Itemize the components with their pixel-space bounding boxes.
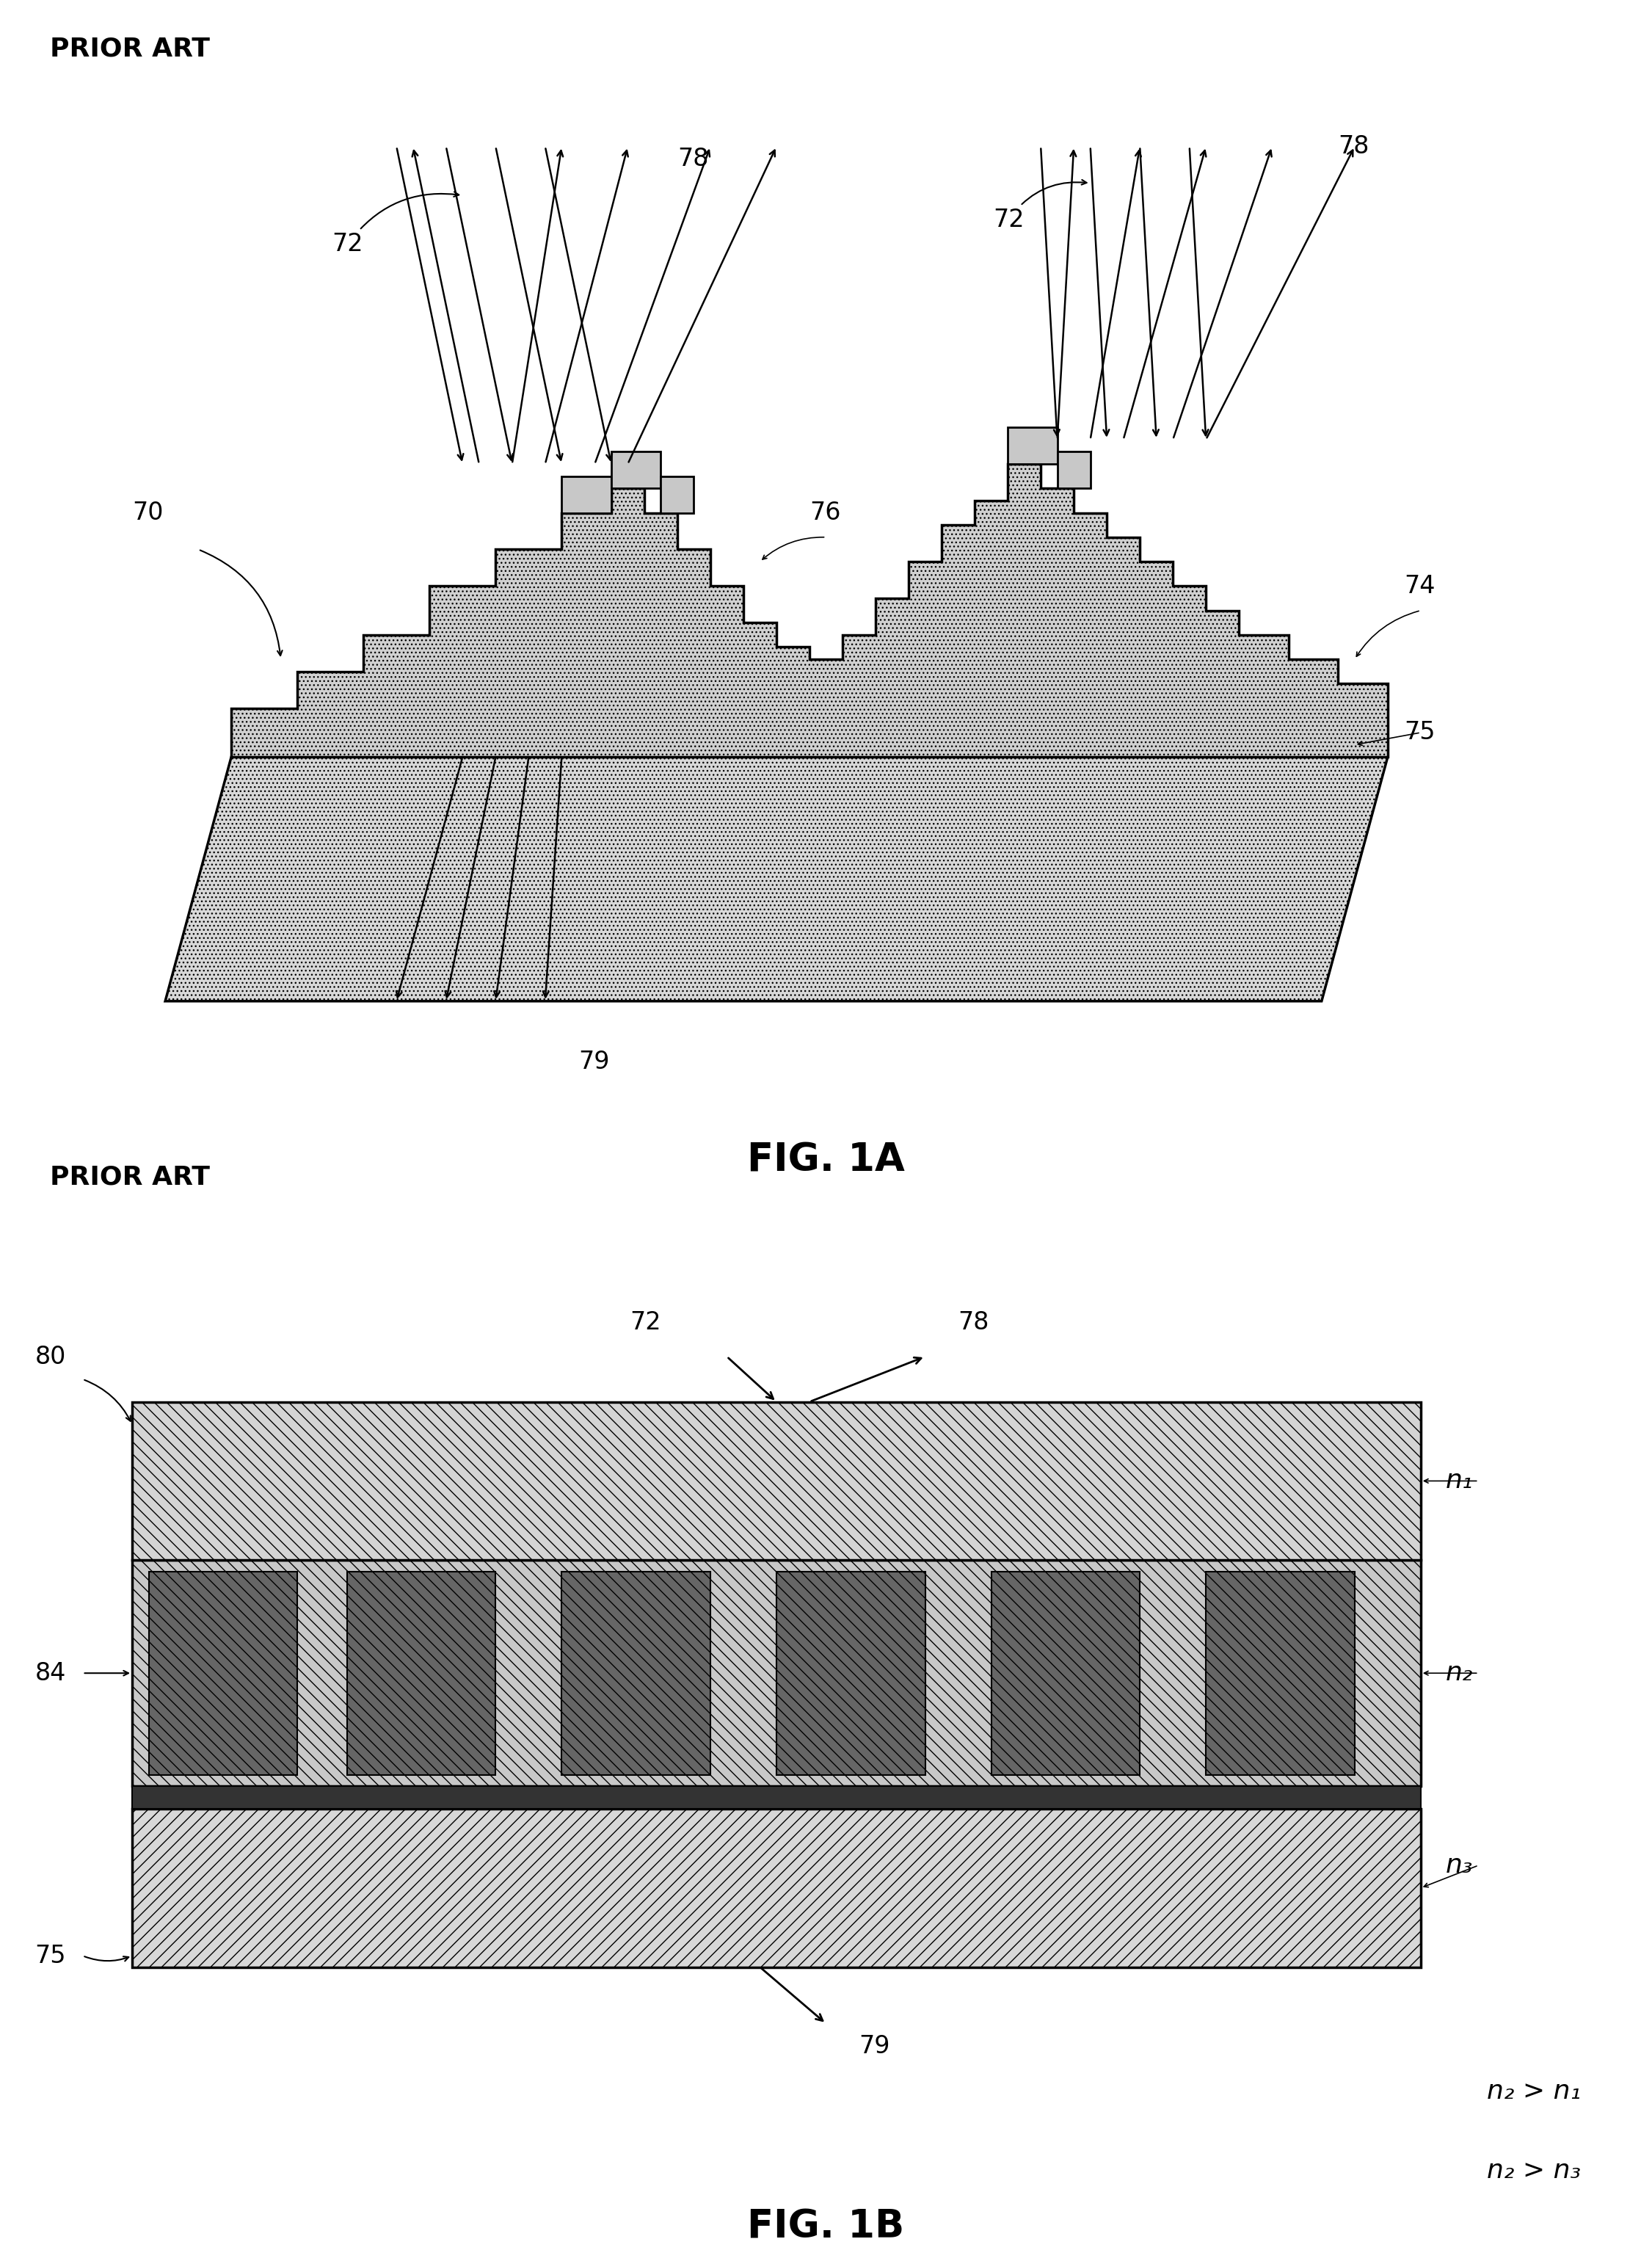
Bar [1206,1571,1355,1775]
Bar [347,1571,496,1775]
Polygon shape [165,757,1388,1002]
Text: 78: 78 [1338,133,1370,158]
Text: PRIOR ART: PRIOR ART [50,36,210,61]
Text: n₂: n₂ [1446,1660,1474,1687]
Text: PRIOR ART: PRIOR ART [50,1164,210,1189]
Text: 72: 72 [993,181,1087,233]
Bar [132,1809,1421,1967]
Bar [132,1402,1421,1560]
Text: n₃: n₃ [1446,1852,1474,1879]
Text: 78: 78 [677,147,709,172]
Text: n₂ > n₃: n₂ > n₃ [1487,2157,1581,2184]
Text: n₂ > n₁: n₂ > n₁ [1487,2078,1581,2105]
Text: 75: 75 [35,1944,66,1967]
Text: 70: 70 [132,500,164,525]
Text: 79: 79 [859,2035,890,2058]
Bar [1008,427,1057,464]
Text: 80: 80 [35,1345,66,1368]
Bar [991,1571,1140,1775]
Bar [132,1786,1421,1809]
Bar [562,477,611,513]
Bar [149,1571,297,1775]
Text: 72: 72 [332,192,459,255]
Text: FIG. 1B: FIG. 1B [747,2209,905,2245]
Bar [661,477,694,513]
Text: 78: 78 [958,1311,990,1334]
Text: 72: 72 [629,1311,661,1334]
Text: 76: 76 [809,500,841,525]
Text: FIG. 1A: FIG. 1A [747,1142,905,1178]
Text: 75: 75 [1404,721,1436,744]
Text: 84: 84 [35,1662,66,1684]
Bar [132,1560,1421,1786]
Bar [1057,452,1090,488]
Polygon shape [231,464,1388,757]
Text: n₁: n₁ [1446,1467,1474,1495]
Bar [611,452,661,488]
Bar [776,1571,925,1775]
Text: 74: 74 [1404,574,1436,599]
Text: 79: 79 [578,1049,610,1074]
Bar [562,1571,710,1775]
